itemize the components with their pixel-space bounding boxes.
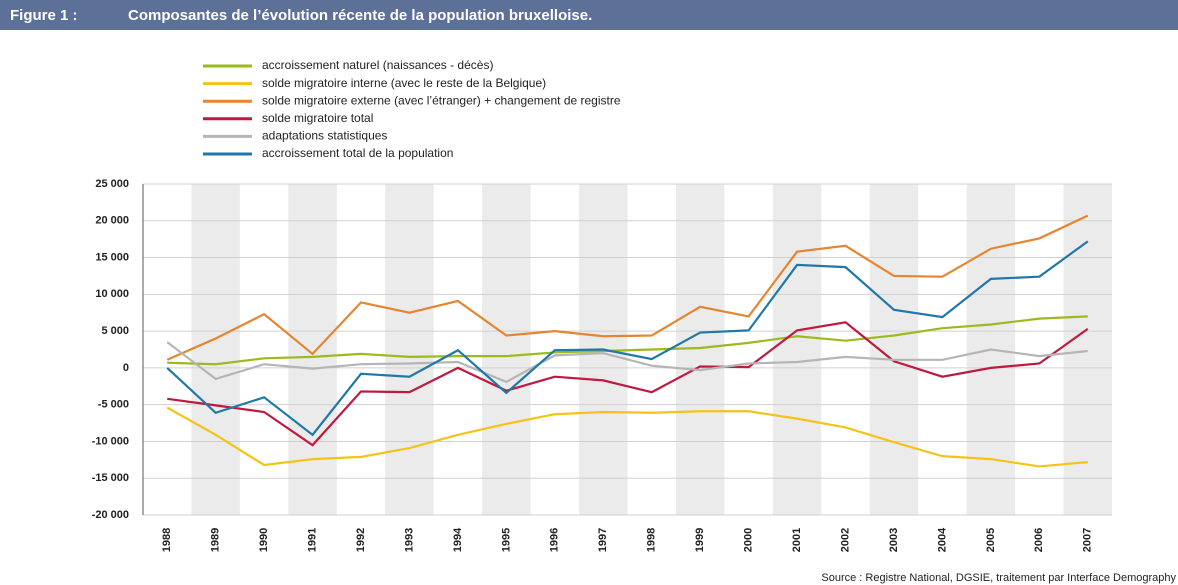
source: Source : Registre National, DGSIE, trait… <box>821 572 1176 584</box>
y-tick-label: 10 000 <box>95 288 129 300</box>
legend-label: accroissement total de la population <box>262 146 453 160</box>
y-tick-label: -10 000 <box>92 435 129 447</box>
x-tick-label: 2003 <box>888 528 900 552</box>
band <box>1063 184 1112 515</box>
x-tick-label: 1998 <box>646 528 658 552</box>
series-line <box>166 341 1088 384</box>
y-tick-label: -5 000 <box>98 399 129 411</box>
series-line <box>166 240 1089 437</box>
x-tick-label: 1988 <box>161 528 173 552</box>
legend-label: accroissement naturel (naissances - décè… <box>262 58 493 72</box>
x-tick-label: 2005 <box>985 528 997 552</box>
band <box>772 184 822 515</box>
band <box>191 184 240 515</box>
x-tick-label: 1991 <box>306 528 318 552</box>
x-tick-label: 2002 <box>839 528 851 552</box>
x-tick-label: 1995 <box>500 528 512 552</box>
band <box>869 184 919 515</box>
series-line <box>167 315 1088 366</box>
x-tick-label: 1989 <box>210 528 222 552</box>
x-tick-label: 1999 <box>694 528 706 552</box>
x-tick-label: 1996 <box>549 528 561 552</box>
series-line <box>166 214 1089 361</box>
y-tick-label: 20 000 <box>95 215 129 227</box>
y-tick-label: -15 000 <box>92 472 129 484</box>
series-line <box>166 406 1088 468</box>
x-tick-label: 1992 <box>355 528 367 552</box>
x-tick-label: 2001 <box>791 528 803 552</box>
band <box>288 184 337 515</box>
chart-title: Composantes de l’évolution récente de la… <box>128 7 592 24</box>
x-tick-label: 2007 <box>1082 528 1094 552</box>
x-tick-label: 1997 <box>597 528 609 552</box>
band <box>482 184 531 515</box>
y-tick-label: 15 000 <box>95 251 129 263</box>
y-tick-label: 25 000 <box>95 178 129 190</box>
x-tick-label: 2006 <box>1033 528 1045 552</box>
header-bar <box>0 0 1178 30</box>
y-tick-label: -20 000 <box>92 509 129 521</box>
legend-label: adaptations statistiques <box>262 129 387 143</box>
band <box>385 184 434 515</box>
x-tick-label: 2000 <box>743 528 755 552</box>
x-tick-label: 2004 <box>936 527 948 552</box>
x-tick-label: 1990 <box>258 528 270 552</box>
series-line <box>167 321 1089 447</box>
legend-label: solde migratoire externe (avec l’étrange… <box>262 93 621 107</box>
legend-label: solde migratoire interne (avec le reste … <box>262 76 546 90</box>
y-tick-label: 0 <box>123 362 129 374</box>
y-tick-label: 5 000 <box>101 325 129 337</box>
x-tick-label: 1994 <box>452 527 464 552</box>
legend-label: solde migratoire total <box>262 111 373 125</box>
x-tick-label: 1993 <box>403 528 415 552</box>
figure-label: Figure 1 : <box>10 7 78 24</box>
